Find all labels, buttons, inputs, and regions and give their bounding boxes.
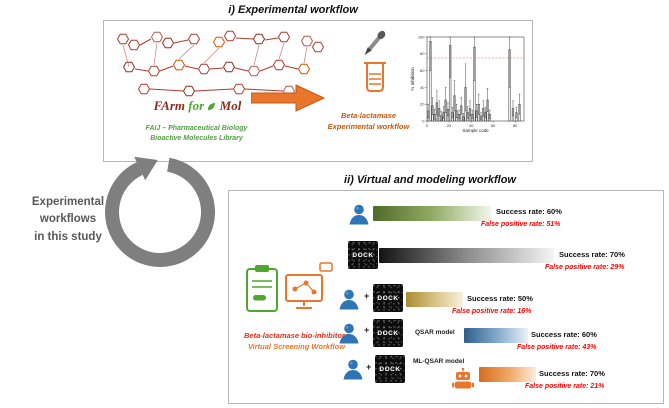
library-caption: FAIJ – Pharmaceutical Biology Bioactive … [104,124,289,144]
false-positive-row5: False positive rate: 21% [525,383,605,390]
dock-label: DOCK [377,294,399,302]
success-rate-row1: Success rate: 60% [496,207,562,216]
success-bar-row5 [479,367,536,382]
svg-text:Sample code: Sample code [462,128,489,133]
virtual-screening-caption-line2: Virtual Screening Workflow [247,341,346,351]
svg-text:20: 20 [447,123,452,128]
svg-text:0: 0 [426,123,429,128]
beta-lactamase-caption-line2: Experimental workflow [327,121,410,131]
inhibition-chart-svg: 0 20 40 60 80 100 0 20 40 60 80 % Inhibition Sample … [410,34,525,133]
svg-text:60: 60 [491,123,496,128]
logo-part-for: for [188,98,205,113]
beta-lactamase-caption-line1: Beta-lactamase [340,111,397,120]
svg-text:100: 100 [418,34,425,39]
library-caption-line1: FAIJ – Pharmaceutical Biology [145,125,248,132]
success-bar-row4 [464,328,528,343]
svg-text:% Inhibition: % Inhibition [410,67,415,91]
expert-icon [343,359,363,380]
svg-text:80: 80 [420,51,425,56]
virtual-screening-icons [246,262,333,312]
virtual-screening-caption: Beta-lactamase bio-inhibitors Virtual Sc… [234,331,359,353]
expert-icon [339,323,359,344]
virtual-screening-caption-line1: Beta-lactamase bio-inhibitors [243,331,350,340]
svg-text:40: 40 [469,123,474,128]
ml-qsar-model-label: ML-QSAR model [413,358,465,365]
false-positive-row4: False positive rate: 43% [517,344,597,351]
study-workflows-line2: workflows [39,213,97,226]
dock-logo: DOCK [373,284,403,312]
logo-part-farm: FArm [153,98,185,113]
success-bar-row2 [379,248,554,263]
plus-sign: + [366,362,372,372]
dock-label: DOCK [352,251,374,259]
success-bar-row1 [373,206,491,221]
farm-for-mol-logo: FArm for Mol [130,98,265,114]
plus-sign: + [364,291,370,301]
cycle-arrow-icon [105,156,216,267]
logo-part-mol: Mol [219,98,242,113]
workflow-arrow-icon [251,84,325,112]
library-caption-line2: Bioactive Molecules Library [150,135,243,143]
svg-text:40: 40 [420,85,425,90]
svg-text:80: 80 [513,123,518,128]
success-rate-row3: Success rate: 50% [467,294,533,303]
leaf-icon [208,102,216,111]
inhibition-chart: 0 20 40 60 80 100 0 20 40 60 80 % Inhibition Sample … [407,31,529,143]
dock-logo: DOCK [375,355,405,383]
experimental-workflow-title: i) Experimental workflow [228,4,358,16]
dock-label: DOCK [379,365,401,373]
dock-label: DOCK [377,329,399,337]
expert-icon [349,204,369,225]
svg-text:20: 20 [420,102,425,107]
experimental-workflow-panel: FArm for Mol FAIJ – Pharmaceutical Biolo… [103,20,533,162]
dock-logo: DOCK [373,319,403,347]
qsar-model-label: QSAR model [415,329,455,336]
virtual-workflow-panel: Beta-lactamase bio-inhibitors Virtual Sc… [228,190,664,404]
success-rate-row4: Success rate: 60% [531,330,597,339]
false-positive-row2: False positive rate: 29% [545,264,625,271]
study-workflows-label: Experimental workflows in this study [8,194,128,246]
chemical-structures-image [117,30,324,97]
beaker-icon [364,62,386,92]
success-rate-row2: Success rate: 70% [559,250,625,259]
expert-icon [339,289,359,310]
success-rate-row5: Success rate: 70% [539,369,605,378]
robot-icon [451,367,475,389]
false-positive-row3: False positive rate: 16% [452,308,532,315]
study-workflows-line1: Experimental [31,196,105,208]
false-positive-row1: False positive rate: 51% [481,221,561,228]
plus-sign: + [364,325,370,335]
dock-logo: DOCK [348,241,378,269]
svg-text:0: 0 [422,118,425,123]
pipette-icon [364,30,386,55]
svg-text:60: 60 [420,68,425,73]
beta-lactamase-caption: Beta-lactamase Experimental workflow [316,111,421,132]
success-bar-row3 [406,292,463,307]
virtual-workflow-title: ii) Virtual and modeling workflow [344,174,516,186]
study-workflows-line3: in this study [34,230,102,243]
